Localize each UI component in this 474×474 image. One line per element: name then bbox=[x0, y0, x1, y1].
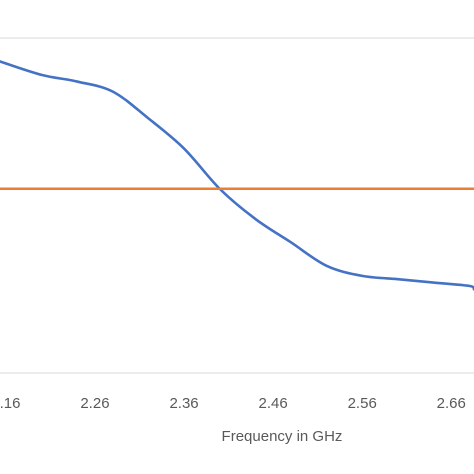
series-layer bbox=[0, 60, 474, 291]
series-line-1 bbox=[0, 60, 474, 291]
x-tick-label: 2.16 bbox=[0, 395, 20, 412]
x-axis-title: Frequency in GHz bbox=[222, 428, 343, 445]
x-tick-label: 2.36 bbox=[169, 395, 198, 412]
gridlines bbox=[0, 37, 474, 374]
x-tick-labels: 2.16 2.26 2.36 2.46 2.56 2.66 bbox=[0, 395, 466, 412]
x-tick-label: 2.46 bbox=[259, 395, 288, 412]
x-tick-label: 2.26 bbox=[80, 395, 109, 412]
x-tick-label: 2.56 bbox=[348, 395, 377, 412]
x-tick-label: 2.66 bbox=[437, 395, 466, 412]
